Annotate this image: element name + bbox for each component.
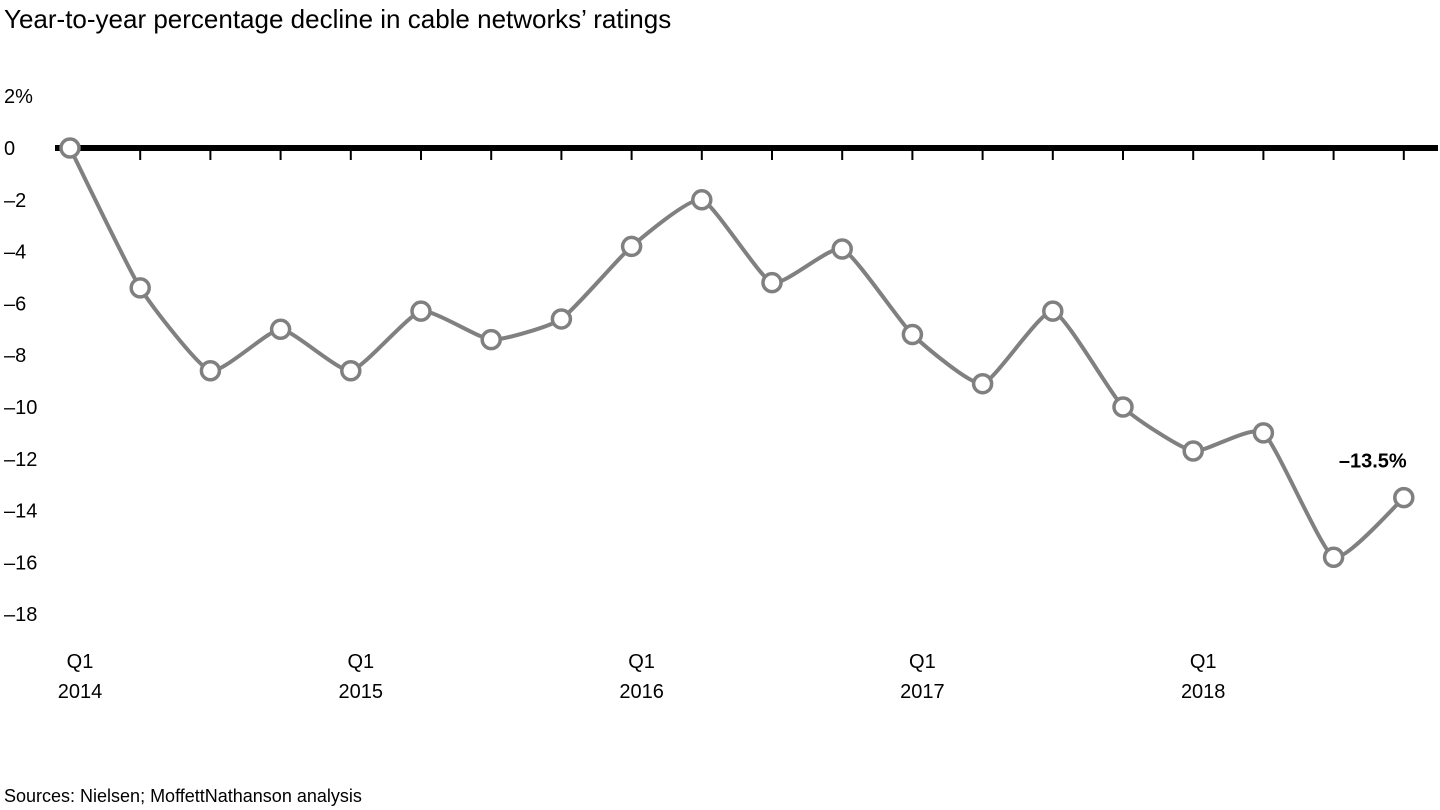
x-tick-quarter: Q1 [347,651,374,673]
y-tick-label: –4 [4,242,26,264]
y-tick-label: –10 [4,397,37,419]
data-point [1393,486,1415,509]
data-point [761,271,783,294]
x-tick-year: 2015 [339,681,384,703]
x-tick-year: 2017 [900,681,945,703]
y-tick-label: 2% [4,86,33,108]
y-tick-label: –14 [4,501,37,523]
data-point [269,318,292,341]
x-tick-quarter: Q1 [909,651,936,673]
data-point [1252,422,1275,444]
data-point [901,323,924,346]
data-point [1112,396,1134,418]
data-point [129,277,151,299]
data-point [480,328,502,351]
series-group [59,137,1415,568]
data-point [1042,300,1064,322]
data-point [620,235,643,258]
x-tick-quarter: Q1 [1190,651,1217,673]
data-point [340,359,362,382]
y-tick-label: –18 [4,604,37,626]
data-point [691,189,713,211]
data-point [550,308,573,330]
y-axis-labels: 2% 0 –2 –4 –6 –8 –10 –12 –14 –16 –18 [4,86,37,626]
data-point [831,238,853,260]
y-tick-label: –8 [4,345,26,367]
x-tick-year: 2016 [619,681,664,703]
data-point [199,359,222,382]
y-tick-label: –2 [4,190,26,212]
data-point [971,372,994,395]
source-note: Sources: Nielsen; MoffettNathanson analy… [4,786,362,806]
x-tick-year: 2014 [58,681,103,703]
y-tick-label: –6 [4,293,26,315]
x-tick-quarter: Q1 [628,651,655,673]
data-point [410,300,432,322]
data-point [1182,440,1204,462]
y-tick-label: –12 [4,449,37,471]
chart-title: Year-to-year percentage decline in cable… [4,4,672,34]
y-tick-label: –16 [4,552,37,574]
x-axis-labels: Q1 2014 Q1 2015 Q1 2016 Q1 2017 Q1 2018 [58,651,1226,703]
x-tick-year: 2018 [1181,681,1226,703]
data-label: –13.5% [1339,451,1407,473]
x-tick-quarter: Q1 [67,651,94,673]
zero-line-group [55,145,1438,160]
series-line [68,146,1406,560]
y-tick-label: 0 [4,138,15,160]
data-point [59,137,81,159]
annotations: –13.5% [1339,451,1407,473]
data-point [1322,546,1345,568]
